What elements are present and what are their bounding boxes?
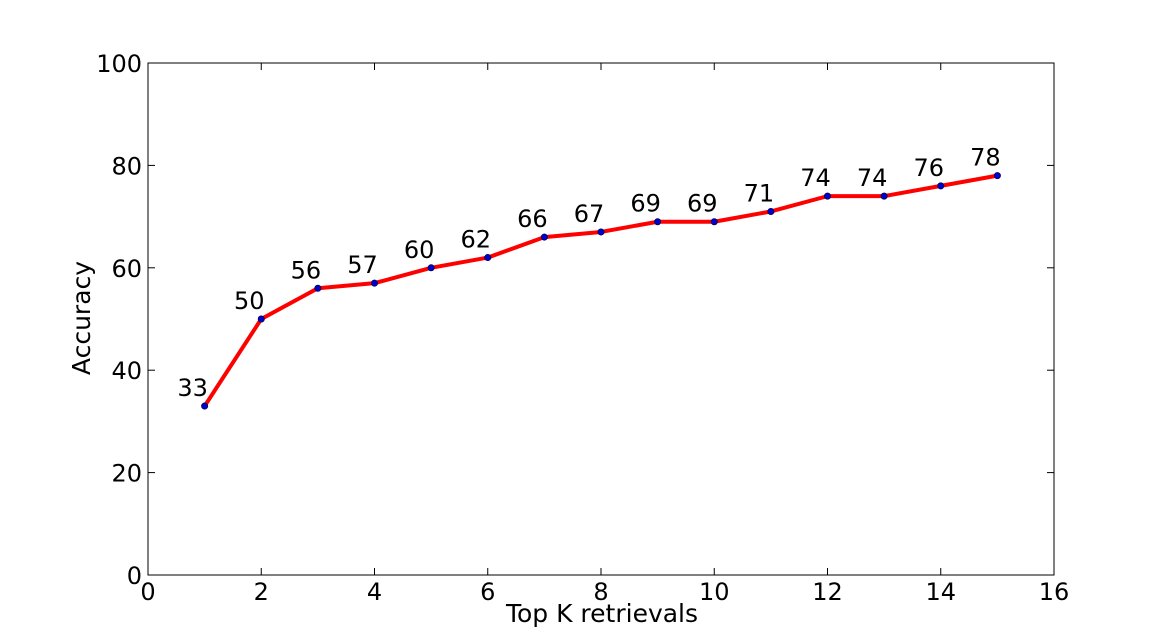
data-point	[654, 218, 662, 226]
data-label: 78	[970, 144, 1001, 172]
x-tick-label: 16	[1039, 578, 1070, 606]
x-tick-label: 2	[254, 578, 269, 606]
y-tick-label: 20	[111, 460, 142, 488]
data-point	[484, 254, 492, 262]
data-point	[597, 228, 605, 236]
data-label: 56	[291, 256, 322, 284]
data-point	[427, 264, 435, 272]
x-tick-label: 10	[699, 578, 730, 606]
data-label: 67	[574, 200, 605, 228]
data-point	[993, 172, 1001, 180]
y-tick-label: 80	[111, 152, 142, 180]
data-labels-layer: 33 50 56 57 60 62 66 67 69 69 71 74 74 76 78	[177, 144, 1000, 402]
data-point	[370, 279, 378, 287]
data-point	[201, 402, 209, 410]
x-tick-label: 8	[593, 578, 608, 606]
data-point	[314, 284, 322, 292]
data-label: 62	[460, 226, 491, 254]
data-point	[880, 192, 888, 200]
data-point	[823, 192, 831, 200]
data-label: 74	[800, 164, 831, 192]
data-label: 57	[347, 251, 378, 279]
data-label: 71	[744, 179, 775, 207]
data-point	[937, 182, 945, 190]
x-axis-label: Top K retrievals	[505, 599, 698, 628]
y-axis-label: Accuracy	[67, 261, 96, 375]
data-label: 69	[630, 190, 661, 218]
data-point	[540, 233, 548, 241]
x-tick-label: 14	[925, 578, 956, 606]
x-tick-label: 6	[480, 578, 495, 606]
data-label: 50	[234, 287, 265, 315]
data-label: 60	[404, 236, 435, 264]
y-tick-label: 0	[127, 562, 142, 590]
y-tick-label: 100	[96, 50, 142, 78]
data-point	[257, 315, 265, 323]
axes-layer: 0 2 4 6 8 10 12 14 16 0 20 40 60 80 100	[96, 50, 1069, 606]
y-tick-label: 40	[111, 357, 142, 385]
series-layer	[201, 172, 1001, 410]
data-label: 76	[913, 154, 944, 182]
data-label: 33	[177, 374, 208, 402]
x-tick-label: 4	[367, 578, 382, 606]
x-tick-label: 0	[140, 578, 155, 606]
x-tick-label: 12	[812, 578, 843, 606]
data-label: 74	[857, 164, 888, 192]
data-point	[710, 218, 718, 226]
data-label: 69	[687, 190, 718, 218]
y-tick-label: 60	[111, 255, 142, 283]
data-label: 66	[517, 205, 548, 233]
data-point	[767, 207, 775, 215]
